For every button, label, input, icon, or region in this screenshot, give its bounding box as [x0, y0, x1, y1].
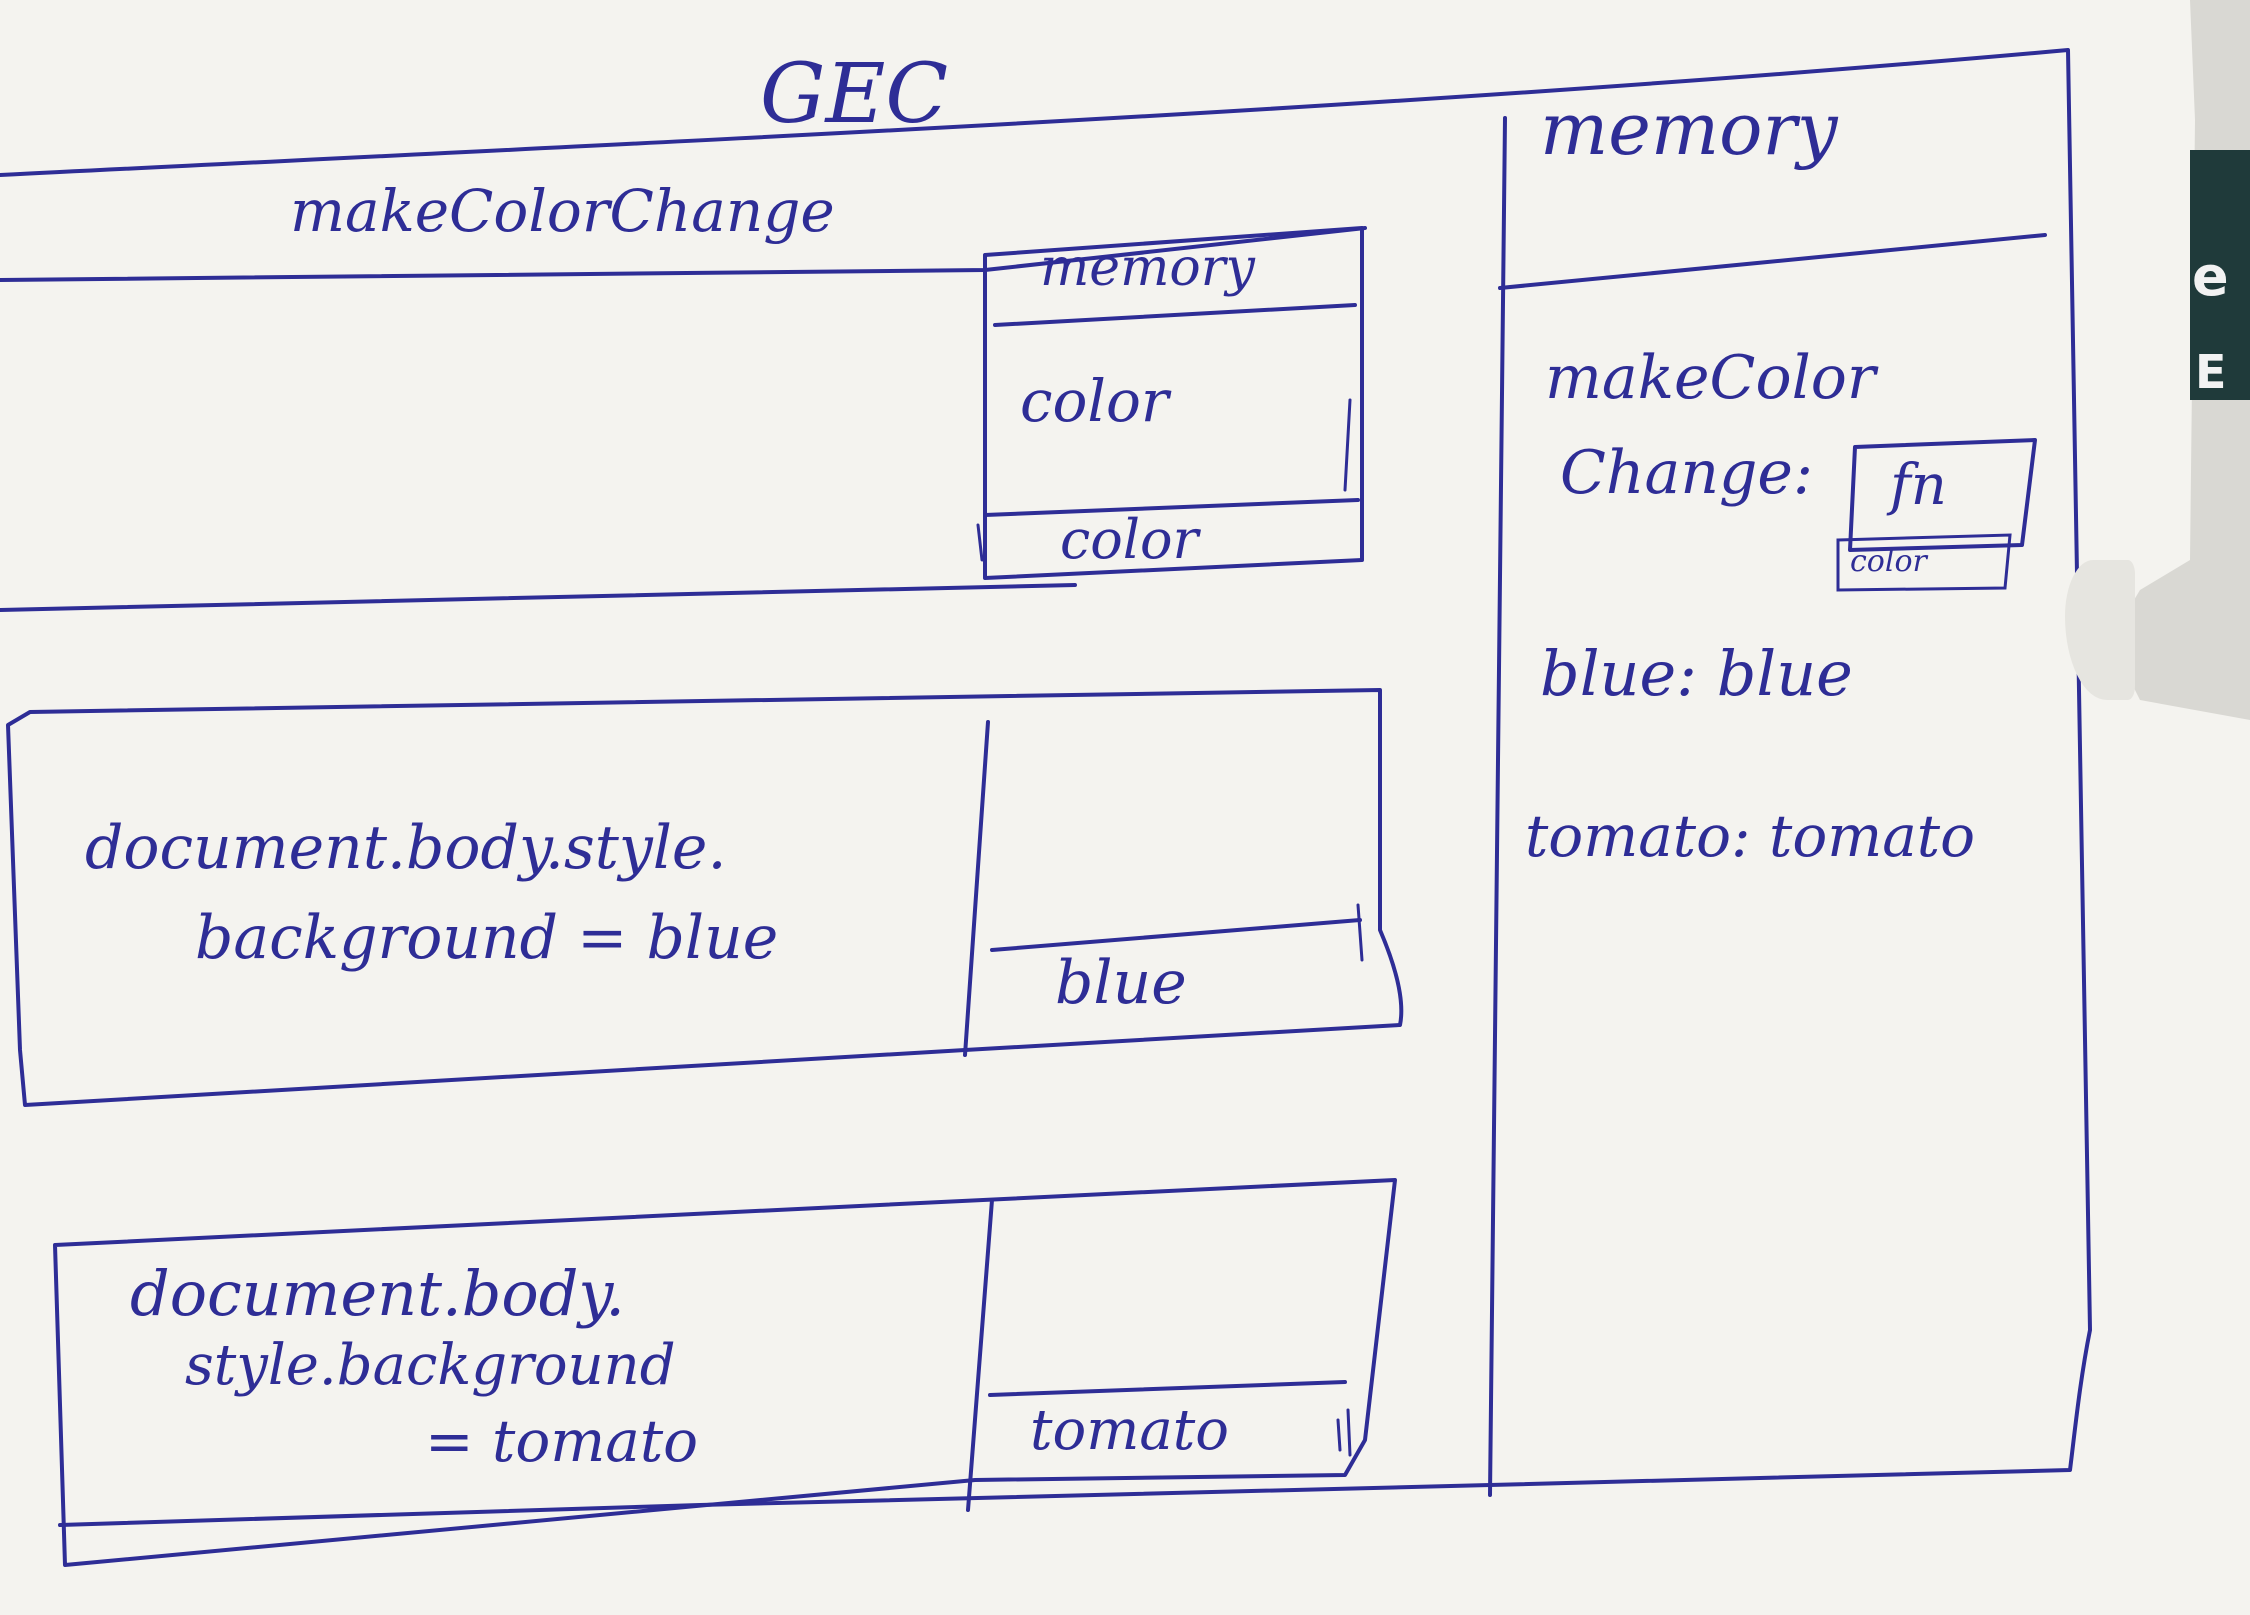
- call1-code-line1: document.body.style.: [85, 813, 727, 883]
- call2-box: [53, 1178, 1397, 1567]
- fn-param-box: [1836, 533, 2012, 592]
- call1-divider: [963, 720, 990, 1057]
- global-mem-tomato: tomato: tomato: [1525, 802, 1976, 870]
- call1-arg-label: blue: [1055, 948, 1187, 1018]
- call2-arg-label: tomato: [1030, 1398, 1229, 1463]
- global-mem-line1: makeColor: [1545, 343, 1876, 413]
- call2-code-line1: document.body.: [130, 1257, 625, 1330]
- global-mem-blue: blue: blue: [1540, 637, 1853, 710]
- gec-box: [0, 48, 2092, 1527]
- inner-memory-header-line: [993, 303, 1357, 327]
- call2-divider: [966, 1198, 994, 1512]
- fn-box: [1848, 438, 2037, 552]
- make-color-change-label: makeColorChange: [290, 177, 835, 245]
- call2-arg-line: [988, 1380, 1347, 1397]
- global-memory-label: memory: [1540, 87, 1838, 171]
- inner-memory-divider: [983, 498, 1360, 517]
- call1-box: [6, 688, 1404, 1107]
- global-mem-fn: fn: [1890, 453, 1947, 518]
- global-memory-header-line: [1498, 233, 2047, 290]
- edge-letter-1: e: [2192, 245, 2229, 308]
- gec-title: GEC: [760, 47, 949, 142]
- call2-code-line3: = tomato: [425, 1407, 699, 1475]
- inner-memory-label: memory: [1040, 238, 1255, 298]
- call2-code-line2: style.background: [185, 1333, 676, 1398]
- call1-code-line2: background = blue: [195, 903, 779, 973]
- inner-arg-label: color: [1060, 508, 1199, 571]
- mcc-bottom-line: [0, 583, 1077, 612]
- background-edge-strip: [2190, 150, 2250, 400]
- edge-letter-2: E: [2195, 345, 2227, 399]
- global-memory-divider: [1488, 116, 1507, 1497]
- call1-arg-line: [990, 918, 1362, 952]
- inner-param-label: color: [1020, 367, 1169, 435]
- global-mem-fn-param: color: [1850, 544, 1927, 579]
- global-mem-line2: Change:: [1560, 438, 1814, 508]
- inner-memory-box: [983, 226, 1364, 580]
